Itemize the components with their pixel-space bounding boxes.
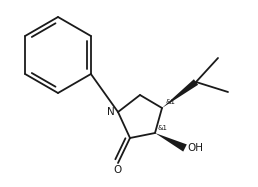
Text: &1: &1 [165, 99, 175, 105]
Text: O: O [114, 165, 122, 175]
Text: N: N [107, 107, 115, 117]
Text: &1: &1 [158, 125, 168, 131]
Polygon shape [162, 79, 198, 108]
Polygon shape [155, 133, 187, 152]
Text: OH: OH [188, 143, 204, 153]
